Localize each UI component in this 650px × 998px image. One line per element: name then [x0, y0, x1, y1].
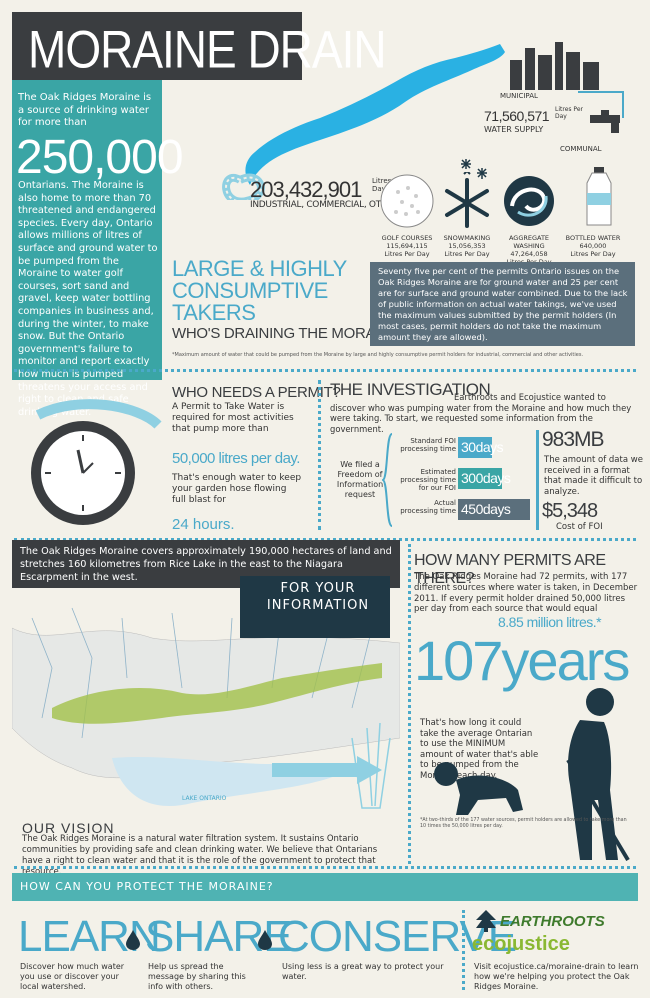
small-snowflakes-icon: [461, 159, 487, 179]
snowmaking-label: SNOWMAKING 15,056,353 Litres Per Day: [432, 234, 502, 258]
bottled-water-label: BOTTLED WATER 640,000 Litres Per Day: [558, 234, 628, 258]
dotted-divider: [14, 538, 636, 541]
intro-text: The Oak Ridges Moraine is a source of dr…: [18, 92, 152, 128]
visit-text: Visit ecojustice.ca/moraine-drain to lea…: [474, 962, 639, 991]
earthroots-logo[interactable]: EARTHROOTS: [500, 913, 605, 930]
investigation-text: Earthroots and Ecojustice wanted to disc…: [330, 392, 632, 434]
share-description: Help us spread the message by sharing th…: [148, 962, 246, 991]
golf-courses-label: GOLF COURSES 115,694,115 Litres Per Day: [372, 234, 442, 258]
crawling-baby-icon: [434, 762, 523, 815]
permits-big-figure: 8.85 million litres.*: [498, 614, 602, 630]
page-title: MORAINE DRAIN: [28, 19, 387, 79]
golf-ball-icon: [380, 174, 434, 228]
conserve-description: Using less is a great way to protect you…: [282, 962, 444, 981]
pipe-connector-icon: [578, 91, 624, 118]
city-skyline-icon: [510, 42, 599, 90]
snowflake-icon: [445, 172, 489, 228]
permit-text-2: That's enough water to keep your garden …: [172, 473, 302, 505]
municipal-label: MUNICIPAL: [500, 92, 538, 100]
dotted-divider: [14, 866, 636, 869]
takers-info-text: Seventy five per cent of the permits Ont…: [378, 266, 628, 342]
moraine-shape-icon: [222, 44, 505, 200]
ecojustice-logo[interactable]: ecojustice: [472, 933, 570, 955]
industrial-label: INDUSTRIAL, COMMERCIAL, OTHER: [250, 200, 399, 210]
dotted-divider: [14, 369, 636, 372]
permit-hours: 24 hours.: [172, 516, 235, 533]
foi-divider: [536, 430, 539, 530]
vision-title: OUR VISION: [22, 820, 115, 836]
foi-bar: 30days: [458, 437, 504, 458]
protect-banner-text: HOW CAN YOU PROTECT THE MORAINE?: [20, 880, 274, 893]
water-supply-label: WATER SUPPLY: [484, 125, 544, 134]
investigation-title: THE INVESTIGATION: [330, 380, 491, 399]
takers-title: LARGE & HIGHLY CONSUMPTIVE TAKERS: [172, 256, 347, 325]
brace-icon: [382, 433, 393, 527]
industrial-number: 203,432,901: [250, 177, 362, 202]
communal-label: COMMUNAL: [560, 145, 602, 153]
intro-panel: [12, 80, 162, 380]
use-name: BOTTLED WATER: [565, 234, 621, 242]
faucet-icon: [590, 110, 620, 133]
use-value: 15,056,353: [448, 242, 486, 250]
permits-footnote: *At two-thirds of the 177 water sources,…: [420, 818, 627, 829]
use-value: 47,264,058: [510, 250, 548, 258]
water-swirl-icon: [504, 176, 554, 226]
protect-banner: [12, 873, 638, 901]
water-supply-unit: Litres Per Day: [555, 106, 583, 120]
lake-ontario-label: LAKE ONTARIO: [182, 795, 227, 802]
header-banner: [12, 12, 302, 80]
takers-info-box: [370, 262, 635, 346]
vision-text: The Oak Ridges Moraine is a natural wate…: [22, 834, 378, 877]
water-drop-icon: [258, 930, 272, 950]
permits-title: HOW MANY PERMITS ARE THERE?: [414, 552, 606, 587]
foi-bar: 300days: [458, 468, 511, 489]
takers-subtitle: WHO'S DRAINING THE MORAINE?: [172, 325, 408, 342]
foi-label: We filed a Freedom of Information reques…: [336, 460, 384, 499]
use-unit: Litres Per Day: [384, 250, 430, 258]
info-box: [240, 576, 390, 638]
data-amount-text: The amount of data we received in a form…: [544, 455, 643, 497]
vertical-divider: [318, 380, 321, 530]
water-supply-number: 71,560,571: [484, 108, 550, 124]
use-name: SNOWMAKING: [443, 234, 491, 242]
use-value: 115,694,115: [386, 242, 428, 250]
tree-logo-icon: [476, 910, 496, 932]
foi-row-label: Standard FOI processing time: [400, 437, 456, 453]
water-drop-icon: [126, 930, 140, 950]
foi-row-label: Estimated processing time for our FOI: [400, 468, 456, 492]
years-figure: 107years: [414, 629, 630, 692]
data-amount: 983MB: [542, 428, 605, 451]
learn-description: Discover how much water you use or disco…: [20, 962, 125, 991]
use-unit: Litres Per Day: [444, 250, 490, 258]
intro-description: Ontarians. The Moraine is also home to m…: [18, 180, 158, 418]
years-text: That's how long it could take the averag…: [420, 718, 539, 781]
water-bottle-icon: [586, 167, 612, 226]
stopwatch-icon: [31, 399, 162, 525]
takers-footnote: *Maximum amount of water that could be p…: [172, 352, 584, 358]
intro-big-number: 250,000: [16, 131, 184, 184]
conserve-heading: CONSERVE: [278, 912, 517, 961]
elderly-person-icon: [566, 688, 630, 862]
foi-bar: 450days: [458, 499, 530, 520]
industrial-unit: Litres Per Day: [372, 177, 405, 193]
foi-row-label: Actual processing time: [400, 499, 456, 515]
permit-title: WHO NEEDS A PERMIT?: [172, 384, 341, 401]
permit-text: A Permit to Take Water is required for m…: [172, 402, 294, 434]
bottom-divider: [462, 910, 465, 990]
use-unit: Litres Per Day: [570, 250, 616, 258]
foi-cost-label: Cost of FOI: [556, 522, 603, 532]
permit-big-figure: 50,000 litres per day.: [172, 450, 300, 467]
use-value: 640,000: [579, 242, 607, 250]
learn-heading: LEARN: [18, 912, 161, 961]
permits-text: The Oak Ridges Moraine had 72 permits, w…: [414, 572, 638, 615]
use-name: GOLF COURSES: [381, 234, 433, 242]
info-box-text: FOR YOUR INFORMATION: [266, 581, 370, 613]
foi-cost: $5,348: [542, 500, 598, 522]
map-description: The Oak Ridges Moraine covers approximat…: [20, 546, 392, 583]
use-name: AGGREGATE WASHING: [508, 234, 550, 250]
permits-divider: [408, 544, 411, 864]
